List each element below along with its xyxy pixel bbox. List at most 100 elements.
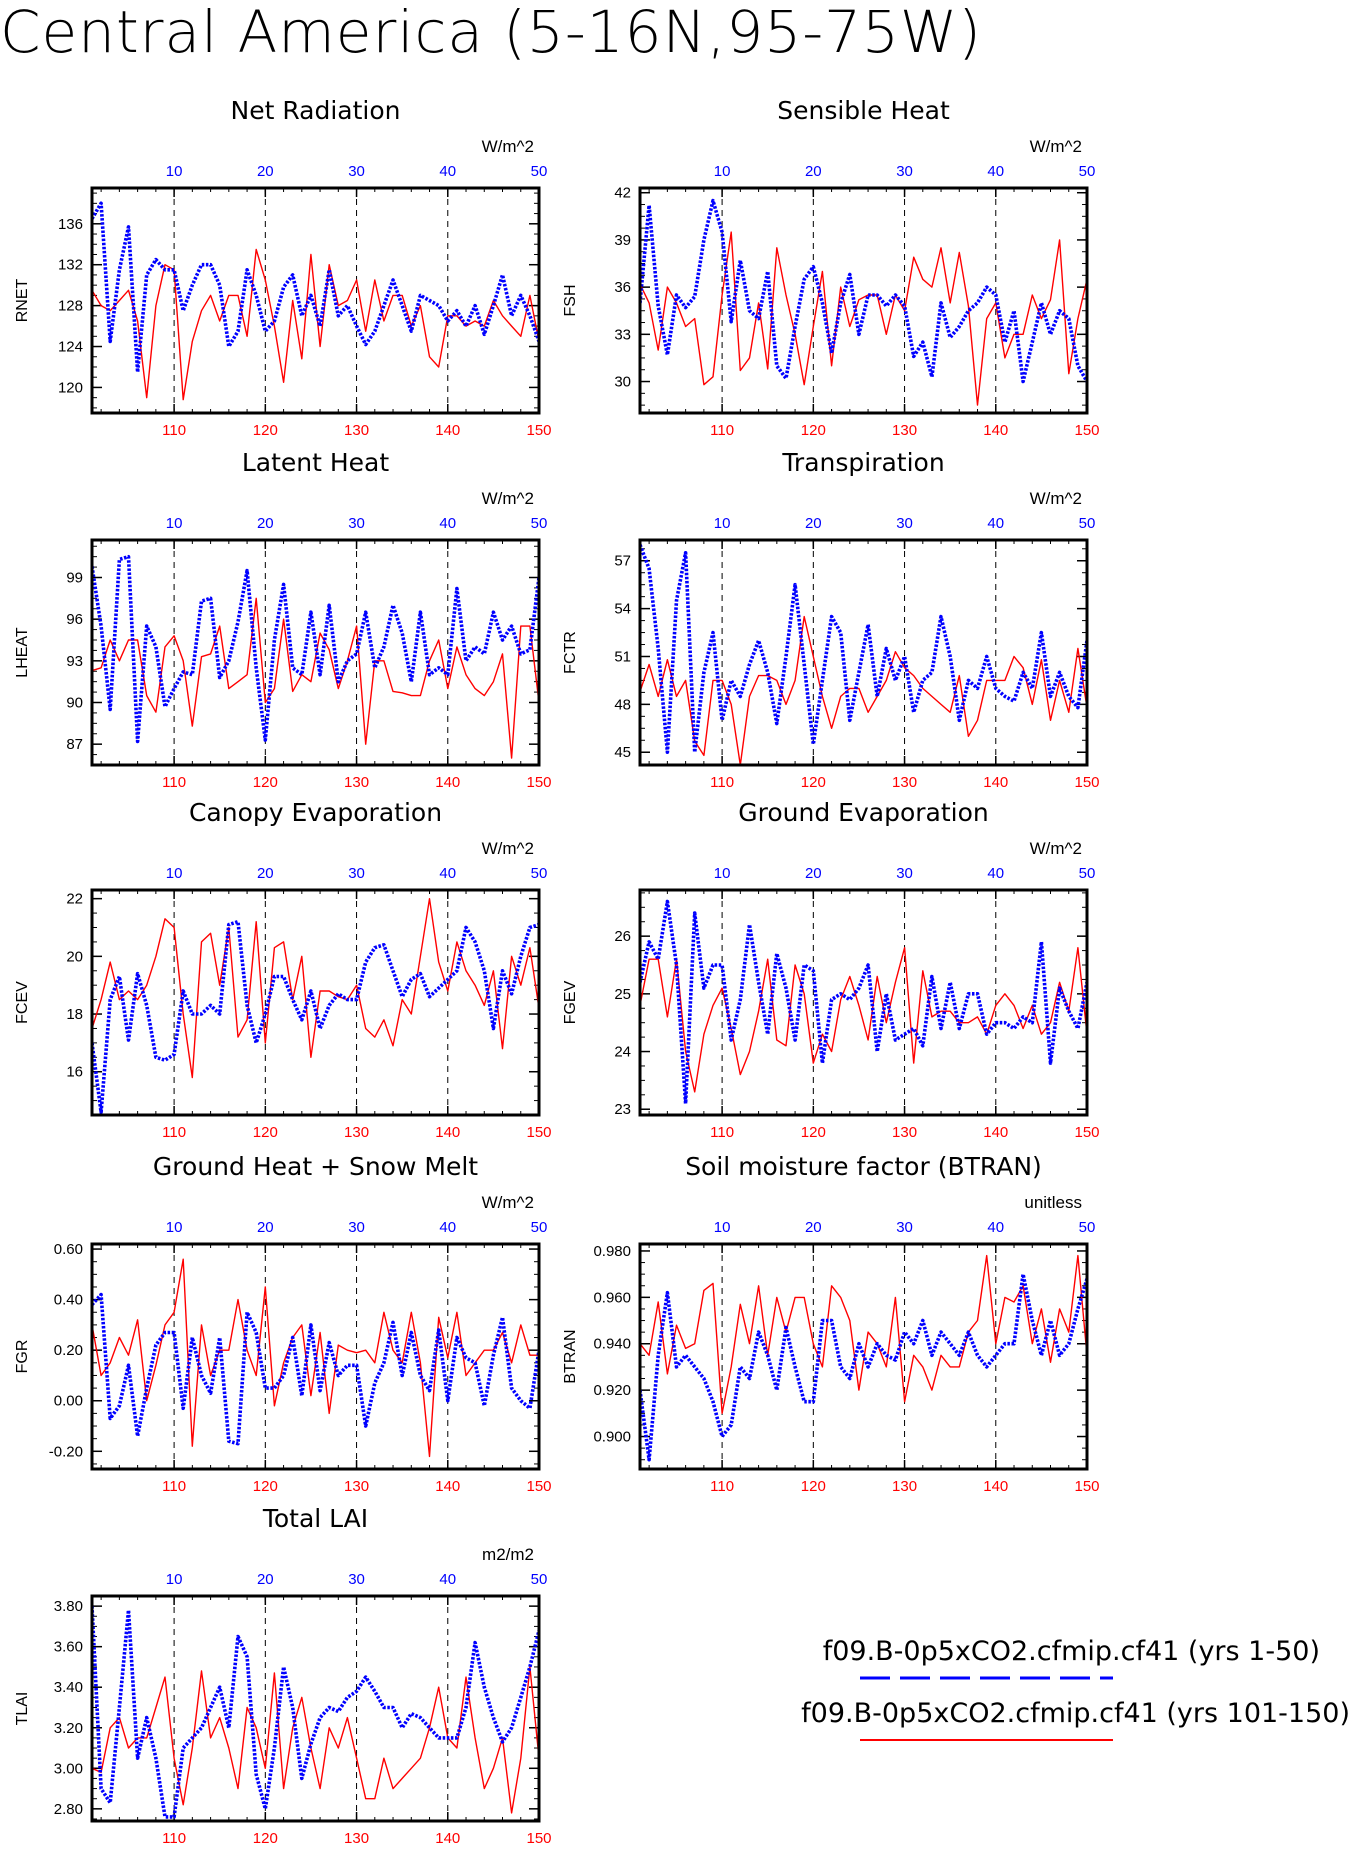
x-tick-label-top: 10: [166, 865, 183, 882]
series-line-early: [640, 1272, 1087, 1462]
series-line-late: [92, 1258, 539, 1458]
series-line-late: [640, 231, 1087, 406]
y-tick-label: 0.20: [54, 1342, 83, 1359]
x-tick-label-top: 50: [1079, 515, 1096, 532]
x-tick-label-bottom: 140: [435, 1124, 460, 1141]
y-tick-label: 45: [614, 744, 631, 761]
y-tick-label: -0.20: [49, 1443, 83, 1460]
x-tick-label-top: 40: [439, 515, 456, 532]
ylabel-fgr: FGR: [14, 1340, 31, 1374]
panel-title-rnet: Net Radiation: [231, 96, 401, 125]
y-tick-label: 26: [614, 928, 631, 945]
x-tick-label-bottom: 150: [1074, 1478, 1099, 1495]
x-tick-label-bottom: 110: [162, 422, 186, 439]
y-tick-label: 3.40: [54, 1679, 83, 1696]
x-tick-label-top: 30: [896, 1219, 913, 1236]
x-tick-label-bottom: 150: [526, 422, 551, 439]
series-line-early: [640, 899, 1087, 1106]
x-tick-label-top: 10: [166, 515, 183, 532]
y-tick-label: 42: [614, 185, 631, 202]
units-label-tlai: m2/m2: [482, 1545, 534, 1564]
x-tick-label-top: 30: [896, 515, 913, 532]
x-tick-label-top: 10: [714, 515, 731, 532]
units-label-fcev: W/m^2: [482, 839, 534, 858]
x-tick-label-bottom: 120: [253, 422, 278, 439]
y-tick-label: 0.40: [54, 1292, 83, 1309]
x-tick-label-bottom: 120: [253, 774, 278, 791]
y-tick-label: 96: [66, 611, 83, 628]
panel-tlai: Total LAI m2/m2 TLAI 110 120 130 140 150 10 20 30 4…: [14, 1504, 552, 1847]
x-tick-label-bottom: 140: [435, 1830, 460, 1847]
x-tick-label-bottom: 110: [162, 1124, 186, 1141]
units-label-btran: unitless: [1024, 1193, 1082, 1212]
y-tick-label: 136: [58, 216, 83, 233]
series-line-early: [640, 544, 1087, 755]
y-tick-label: 36: [614, 279, 631, 296]
x-tick-label-top: 20: [257, 515, 274, 532]
x-tick-label-bottom: 150: [1074, 422, 1099, 439]
series-line-late: [92, 248, 539, 401]
panel-fgev: Ground Evaporation W/m^2 FGEV 110 120 130 140 1…: [562, 798, 1100, 1141]
units-label-fctr: W/m^2: [1030, 489, 1082, 508]
x-tick-label-bottom: 140: [983, 774, 1008, 791]
series-line-early: [92, 554, 539, 744]
x-tick-label-bottom: 150: [1074, 774, 1099, 791]
x-tick-label-bottom: 140: [435, 774, 460, 791]
panel-lheat: Latent Heat W/m^2 LHEAT 110 120 130 140 150 10 20…: [14, 448, 552, 791]
ylabel-fgev: FGEV: [562, 980, 579, 1024]
y-tick-label: 25: [614, 986, 631, 1003]
y-tick-label: 90: [66, 695, 83, 712]
plot-frame: [638, 186, 1089, 415]
x-tick-label-top: 10: [714, 1219, 731, 1236]
x-tick-label-bottom: 150: [526, 1478, 551, 1495]
x-tick-label-bottom: 120: [801, 774, 826, 791]
x-tick-label-bottom: 140: [983, 1478, 1008, 1495]
x-tick-label-top: 20: [257, 1571, 274, 1588]
series-line-early: [92, 1606, 539, 1819]
y-tick-label: 0.980: [593, 1243, 631, 1260]
x-tick-label-bottom: 130: [892, 1478, 917, 1495]
x-tick-label-bottom: 130: [344, 1830, 369, 1847]
y-tick-label: 20: [66, 948, 83, 965]
plot-frame: [90, 538, 541, 767]
y-tick-label: 33: [614, 326, 631, 343]
x-tick-label-top: 30: [348, 865, 365, 882]
x-tick-label-top: 30: [348, 163, 365, 180]
series-line-late: [92, 898, 539, 1079]
panel-fsh: Sensible Heat W/m^2 FSH 110 120 130 140 150 10 20…: [562, 96, 1100, 439]
units-label-fgev: W/m^2: [1030, 839, 1082, 858]
x-tick-label-bottom: 120: [253, 1830, 278, 1847]
x-tick-label-top: 40: [987, 1219, 1004, 1236]
panel-title-tlai: Total LAI: [262, 1504, 368, 1533]
series-line-late: [92, 1666, 539, 1814]
y-tick-label: 57: [614, 553, 631, 570]
x-tick-label-bottom: 130: [344, 1124, 369, 1141]
y-tick-label: 22: [66, 891, 83, 908]
x-tick-label-top: 30: [896, 865, 913, 882]
x-tick-label-top: 20: [805, 1219, 822, 1236]
x-tick-label-bottom: 140: [983, 1124, 1008, 1141]
x-tick-label-bottom: 120: [253, 1124, 278, 1141]
legend-label-early: f09.B-0p5xCO2.cfmip.cf41 (yrs 1-50): [823, 1636, 1320, 1667]
plot-frame: [90, 1594, 541, 1823]
x-tick-label-bottom: 110: [710, 1478, 734, 1495]
ylabel-tlai: TLAI: [14, 1692, 31, 1726]
y-tick-label: 24: [614, 1044, 631, 1061]
y-tick-label: 16: [66, 1064, 83, 1081]
panel-fcev: Canopy Evaporation W/m^2 FCEV 110 120 130 140 1…: [14, 798, 552, 1141]
x-tick-label-bottom: 120: [801, 1478, 826, 1495]
x-tick-label-top: 10: [166, 1219, 183, 1236]
y-tick-label: 18: [66, 1006, 83, 1023]
x-tick-label-top: 20: [257, 163, 274, 180]
x-tick-label-top: 40: [439, 865, 456, 882]
x-tick-label-bottom: 120: [801, 422, 826, 439]
panels: Net Radiation W/m^2 RNET 110 120 130 140 150 10 2…: [14, 96, 1100, 1847]
y-tick-label: 2.80: [54, 1801, 83, 1818]
x-tick-label-top: 20: [805, 865, 822, 882]
y-tick-label: 0.900: [593, 1429, 631, 1446]
ylabel-lheat: LHEAT: [14, 627, 31, 678]
y-tick-label: 3.20: [54, 1720, 83, 1737]
plot-frame: [90, 1242, 541, 1471]
x-tick-label-top: 10: [166, 1571, 183, 1588]
